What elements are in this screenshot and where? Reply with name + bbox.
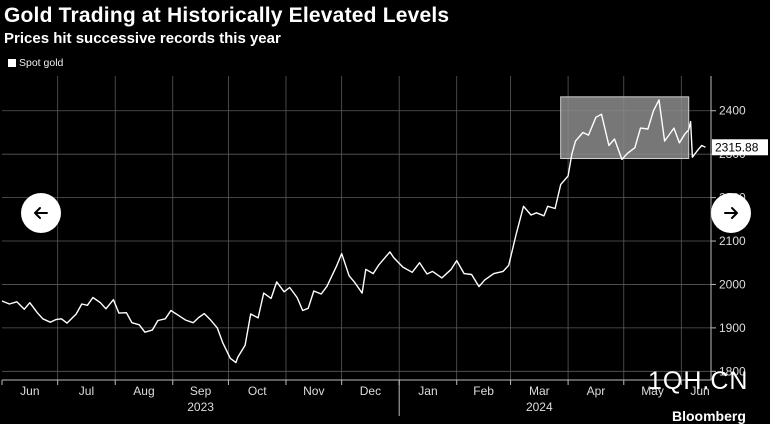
brand-logo: Bloomberg xyxy=(672,408,746,424)
y-tick-label: 2100 xyxy=(719,234,746,248)
year-label: 2024 xyxy=(526,400,553,414)
x-tick-label: Nov xyxy=(303,384,324,398)
chart-subtitle: Prices hit successive records this year xyxy=(4,30,281,47)
watermark: 1QH.CN xyxy=(648,367,749,395)
series-layer xyxy=(1,99,706,364)
last-value-tag xyxy=(712,139,768,156)
previous-chart-button[interactable] xyxy=(21,193,61,233)
x-tick-label: Jun xyxy=(690,384,709,398)
x-tick-label: Jun xyxy=(20,384,39,398)
chart-title: Gold Trading at Historically Elevated Le… xyxy=(4,4,450,27)
next-chart-button[interactable] xyxy=(711,193,751,233)
y-tick-label: 2400 xyxy=(719,104,746,118)
highlight-box xyxy=(560,96,690,160)
x-tick-label: Jan xyxy=(418,384,437,398)
x-tick-label: Oct xyxy=(248,384,267,398)
y-tick-label: 2000 xyxy=(719,277,746,291)
y-tick-label: 1900 xyxy=(719,321,746,335)
arrow-right-icon xyxy=(724,207,738,219)
x-tick-label: Feb xyxy=(473,384,494,398)
year-label: 2023 xyxy=(187,400,214,414)
arrow-left-icon xyxy=(34,207,48,219)
x-tick-label: Dec xyxy=(360,384,381,398)
x-tick-label: May xyxy=(641,384,664,398)
x-tick-label: Apr xyxy=(587,384,606,398)
legend: Spot gold xyxy=(8,57,63,69)
y-tick-label: 1800 xyxy=(719,364,746,378)
last-value-label: 2315.88 xyxy=(715,140,759,154)
x-tick-label: Sep xyxy=(190,384,212,398)
grid-lines xyxy=(2,76,711,380)
axes-layer: Jun Jul Aug Sep Oct Nov Dec Jan Feb Mar Apr May Jun 2… xyxy=(1,76,768,416)
highlight-box-layer xyxy=(560,96,690,160)
x-tick-label: Mar xyxy=(529,384,550,398)
legend-swatch xyxy=(8,59,16,67)
x-tick-label: Aug xyxy=(133,384,154,398)
x-tick-label: Jul xyxy=(79,384,94,398)
legend-label: Spot gold xyxy=(19,57,64,69)
series-line-spot-gold xyxy=(1,99,706,364)
